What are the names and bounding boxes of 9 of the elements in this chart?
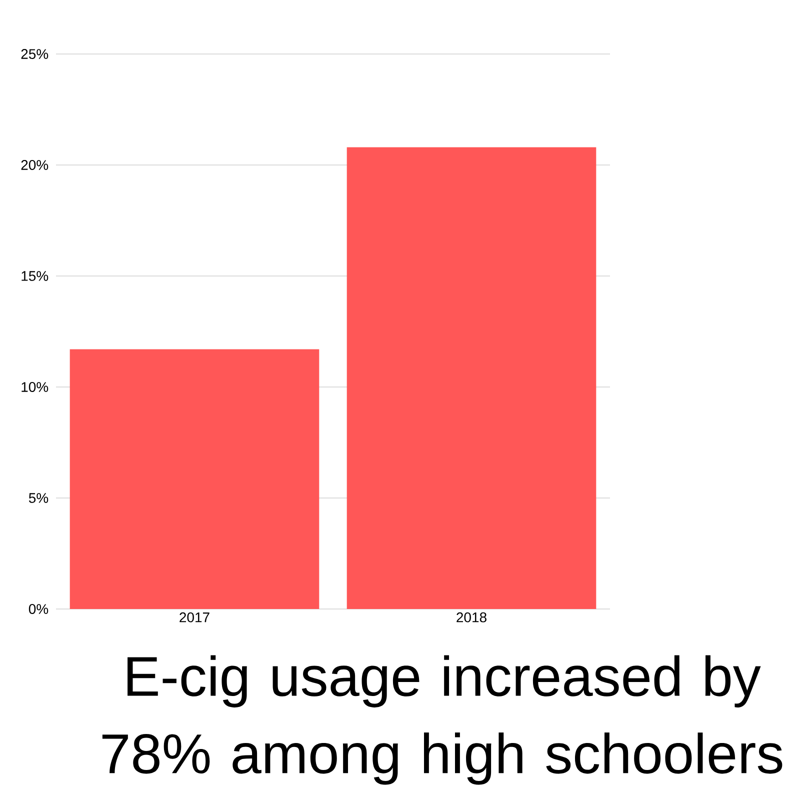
y-tick-label: 5%	[28, 493, 48, 503]
y-tick-label: 10%	[22, 382, 48, 392]
text: E-cig usage increased by 78% among high schoolers	[102, 655, 782, 785]
x-tick-label: 2017	[180, 612, 210, 622]
y-tick-label: 15%	[22, 271, 48, 281]
y-tick-label: 0%	[28, 604, 48, 614]
y-tick-label: 20%	[21, 160, 48, 170]
x-tick-label: 2018	[456, 612, 486, 622]
y-tick-label: 25%	[21, 49, 48, 59]
